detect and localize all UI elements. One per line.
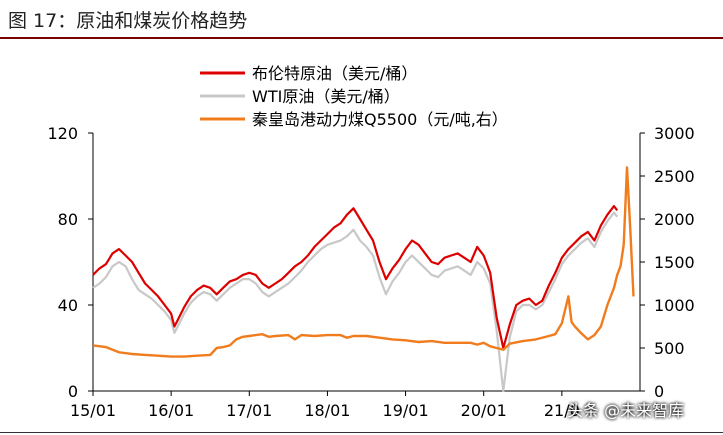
figure-title: 图 17：原油和煤炭价格趋势 (8, 10, 248, 32)
x-tick-label: 20/01 (461, 401, 507, 420)
y-right-tick-label: 0 (654, 382, 664, 401)
x-tick-label: 15/01 (70, 401, 116, 420)
x-tick-label: 18/01 (304, 401, 350, 420)
series-line-brent (92, 205, 619, 350)
series-line-wti (92, 211, 619, 393)
title-rule (0, 37, 723, 39)
x-tick-label: 16/01 (148, 401, 194, 420)
bottom-rule (0, 432, 723, 433)
chart-tick-labels: 0 40 80 120 0 500 1000 1500 2000 2500 3000 15/01 16/… (47, 124, 694, 420)
legend-label: WTI原油（美元/桶） (252, 87, 400, 106)
series-line-coal (92, 166, 635, 358)
y-right-tick-label: 1000 (654, 296, 695, 315)
y-right-tick-label: 1500 (654, 253, 695, 272)
chart-lines (92, 166, 635, 393)
y-left-tick-label: 40 (58, 296, 78, 315)
x-tick-label: 21/0 (544, 401, 580, 420)
y-right-tick-label: 500 (654, 339, 685, 358)
legend-label: 布伦特原油（美元/桶） (252, 64, 417, 83)
x-tick-label: 17/01 (226, 401, 272, 420)
watermark: 头条 @未来智库 (567, 401, 685, 420)
chart-axes (88, 132, 645, 396)
y-left-tick-label: 120 (47, 124, 78, 143)
legend-label: 秦皇岛港动力煤Q5500（元/吨,右） (252, 110, 508, 129)
y-left-tick-label: 80 (58, 210, 78, 229)
y-right-tick-label: 2500 (654, 167, 695, 186)
y-left-tick-label: 0 (68, 382, 78, 401)
x-tick-label: 19/01 (383, 401, 429, 420)
y-right-tick-label: 3000 (654, 124, 695, 143)
y-right-tick-label: 2000 (654, 210, 695, 229)
chart-legend: 布伦特原油（美元/桶） WTI原油（美元/桶） 秦皇岛港动力煤Q5500（元/吨,右… (200, 64, 508, 129)
